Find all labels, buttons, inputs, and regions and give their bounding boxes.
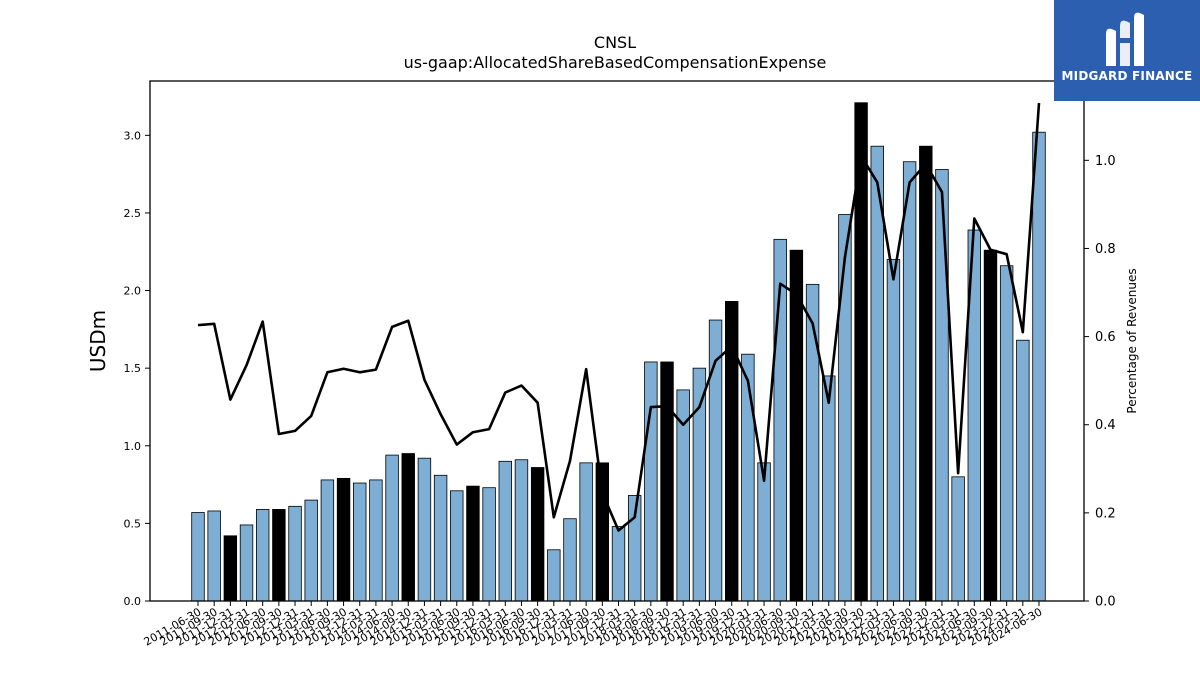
y2-tick-label: 0.8 bbox=[1095, 242, 1116, 257]
bar-2011-09-30 bbox=[207, 510, 221, 602]
bar-2021-03-31 bbox=[822, 375, 836, 602]
bar-2017-06-30 bbox=[579, 462, 593, 602]
bar-2022-03-31 bbox=[886, 259, 901, 602]
bars-group bbox=[191, 102, 1046, 602]
bar-2023-03-31 bbox=[951, 476, 965, 602]
y-tick-label: 2.5 bbox=[124, 207, 142, 220]
bar-2024-06-30 bbox=[1032, 131, 1046, 602]
bar-2023-09-30 bbox=[983, 249, 998, 602]
y-tick-label: 1.0 bbox=[124, 440, 142, 453]
chart-subtitle: us-gaap:AllocatedShareBasedCompensationE… bbox=[404, 53, 827, 72]
chart-title: CNSL bbox=[594, 33, 636, 52]
bar-2017-12-31 bbox=[611, 526, 626, 602]
bar-2015-09-30 bbox=[466, 485, 480, 602]
bar-2020-03-31 bbox=[757, 462, 771, 602]
bar-2012-06-30 bbox=[255, 509, 270, 602]
axes-group: 0.00.51.01.52.02.53.00.00.20.40.60.81.02… bbox=[124, 80, 1116, 649]
bar-2018-06-30 bbox=[644, 361, 658, 602]
y2-tick-label: 0.4 bbox=[1095, 418, 1116, 433]
bar-2014-09-30 bbox=[401, 453, 415, 602]
y2-tick-label: 0.2 bbox=[1095, 506, 1116, 521]
y2-tick-label: 0.6 bbox=[1095, 330, 1116, 345]
y-axis-label: USDm bbox=[86, 310, 110, 372]
bar-2019-12-31 bbox=[741, 353, 755, 602]
bar-2022-09-30 bbox=[919, 145, 933, 602]
bar-2024-03-31 bbox=[1016, 339, 1030, 602]
bar-2021-06-30 bbox=[838, 214, 852, 602]
bar-2012-09-30 bbox=[272, 509, 286, 602]
bar-2014-03-31 bbox=[369, 479, 383, 602]
bar-2022-12-31 bbox=[935, 169, 949, 602]
bar-2019-03-31 bbox=[692, 367, 707, 602]
bar-2014-12-31 bbox=[417, 457, 432, 602]
y2-tick-label: 1.0 bbox=[1095, 154, 1116, 169]
y-tick-label: 0.5 bbox=[124, 517, 142, 530]
bar-2016-06-30 bbox=[514, 459, 529, 602]
bar-2016-09-30 bbox=[530, 467, 545, 602]
y2-axis-label: Percentage of Revenues bbox=[1125, 268, 1139, 413]
bar-2013-12-31 bbox=[353, 482, 367, 602]
bar-2014-06-30 bbox=[385, 454, 399, 602]
bar-2020-12-31 bbox=[805, 283, 820, 602]
y-tick-label: 0.0 bbox=[124, 595, 142, 608]
percentage-line bbox=[197, 102, 1041, 532]
brand-name: MIDGARD FINANCE bbox=[1061, 69, 1193, 83]
bar-2017-03-31 bbox=[563, 518, 577, 602]
bar-2023-12-31 bbox=[999, 265, 1014, 602]
bar-2013-06-30 bbox=[320, 479, 335, 602]
bar-2011-06-30 bbox=[191, 512, 205, 602]
bar-2013-03-31 bbox=[304, 499, 318, 602]
bar-2016-03-31 bbox=[498, 460, 512, 602]
bar-2011-12-31 bbox=[223, 535, 238, 602]
y-tick-label: 2.0 bbox=[124, 285, 142, 298]
bar-2015-06-30 bbox=[450, 490, 464, 602]
line-group bbox=[197, 102, 1041, 532]
plot-frame bbox=[149, 80, 1085, 602]
bar-2015-12-31 bbox=[482, 487, 496, 602]
bar-2015-03-31 bbox=[433, 474, 448, 602]
bar-2013-09-30 bbox=[336, 477, 351, 602]
bar-2016-12-31 bbox=[547, 549, 561, 602]
y2-tick-label: 0.0 bbox=[1095, 595, 1116, 610]
brand-logo: MIDGARD FINANCE bbox=[1054, 0, 1200, 101]
bar-2018-09-30 bbox=[660, 361, 674, 602]
bar-2022-06-30 bbox=[902, 161, 917, 602]
y-tick-label: 1.5 bbox=[124, 362, 142, 375]
midgard-logo-icon bbox=[1106, 12, 1144, 67]
bar-2012-03-31 bbox=[239, 524, 254, 602]
y-tick-label: 3.0 bbox=[124, 129, 142, 142]
bar-2012-12-31 bbox=[288, 505, 302, 602]
